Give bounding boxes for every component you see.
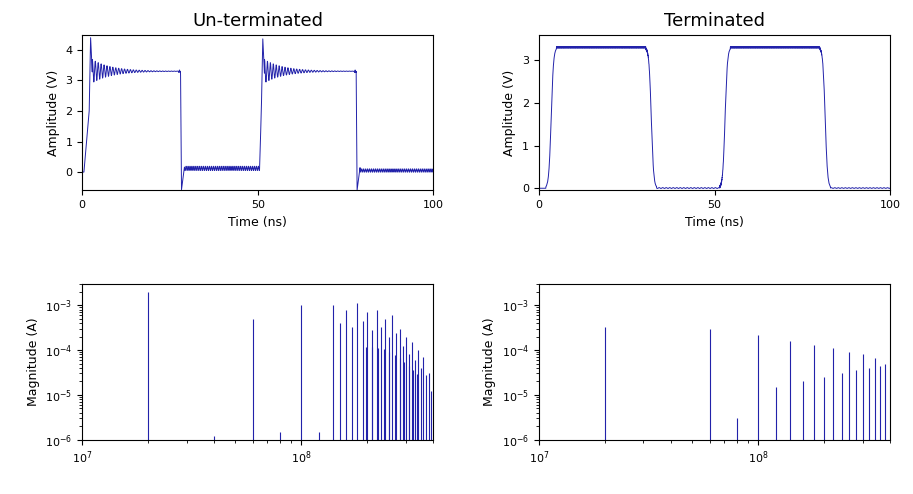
Y-axis label: Magnitude (A): Magnitude (A) [26, 318, 39, 406]
Title: Un-terminated: Un-terminated [193, 12, 323, 30]
X-axis label: Time (ns): Time (ns) [228, 216, 288, 229]
Y-axis label: Amplitude (V): Amplitude (V) [503, 69, 517, 156]
Title: Terminated: Terminated [664, 12, 765, 30]
Y-axis label: Magnitude (A): Magnitude (A) [483, 318, 497, 406]
X-axis label: Time (ns): Time (ns) [685, 216, 744, 229]
Y-axis label: Amplitude (V): Amplitude (V) [47, 69, 59, 156]
